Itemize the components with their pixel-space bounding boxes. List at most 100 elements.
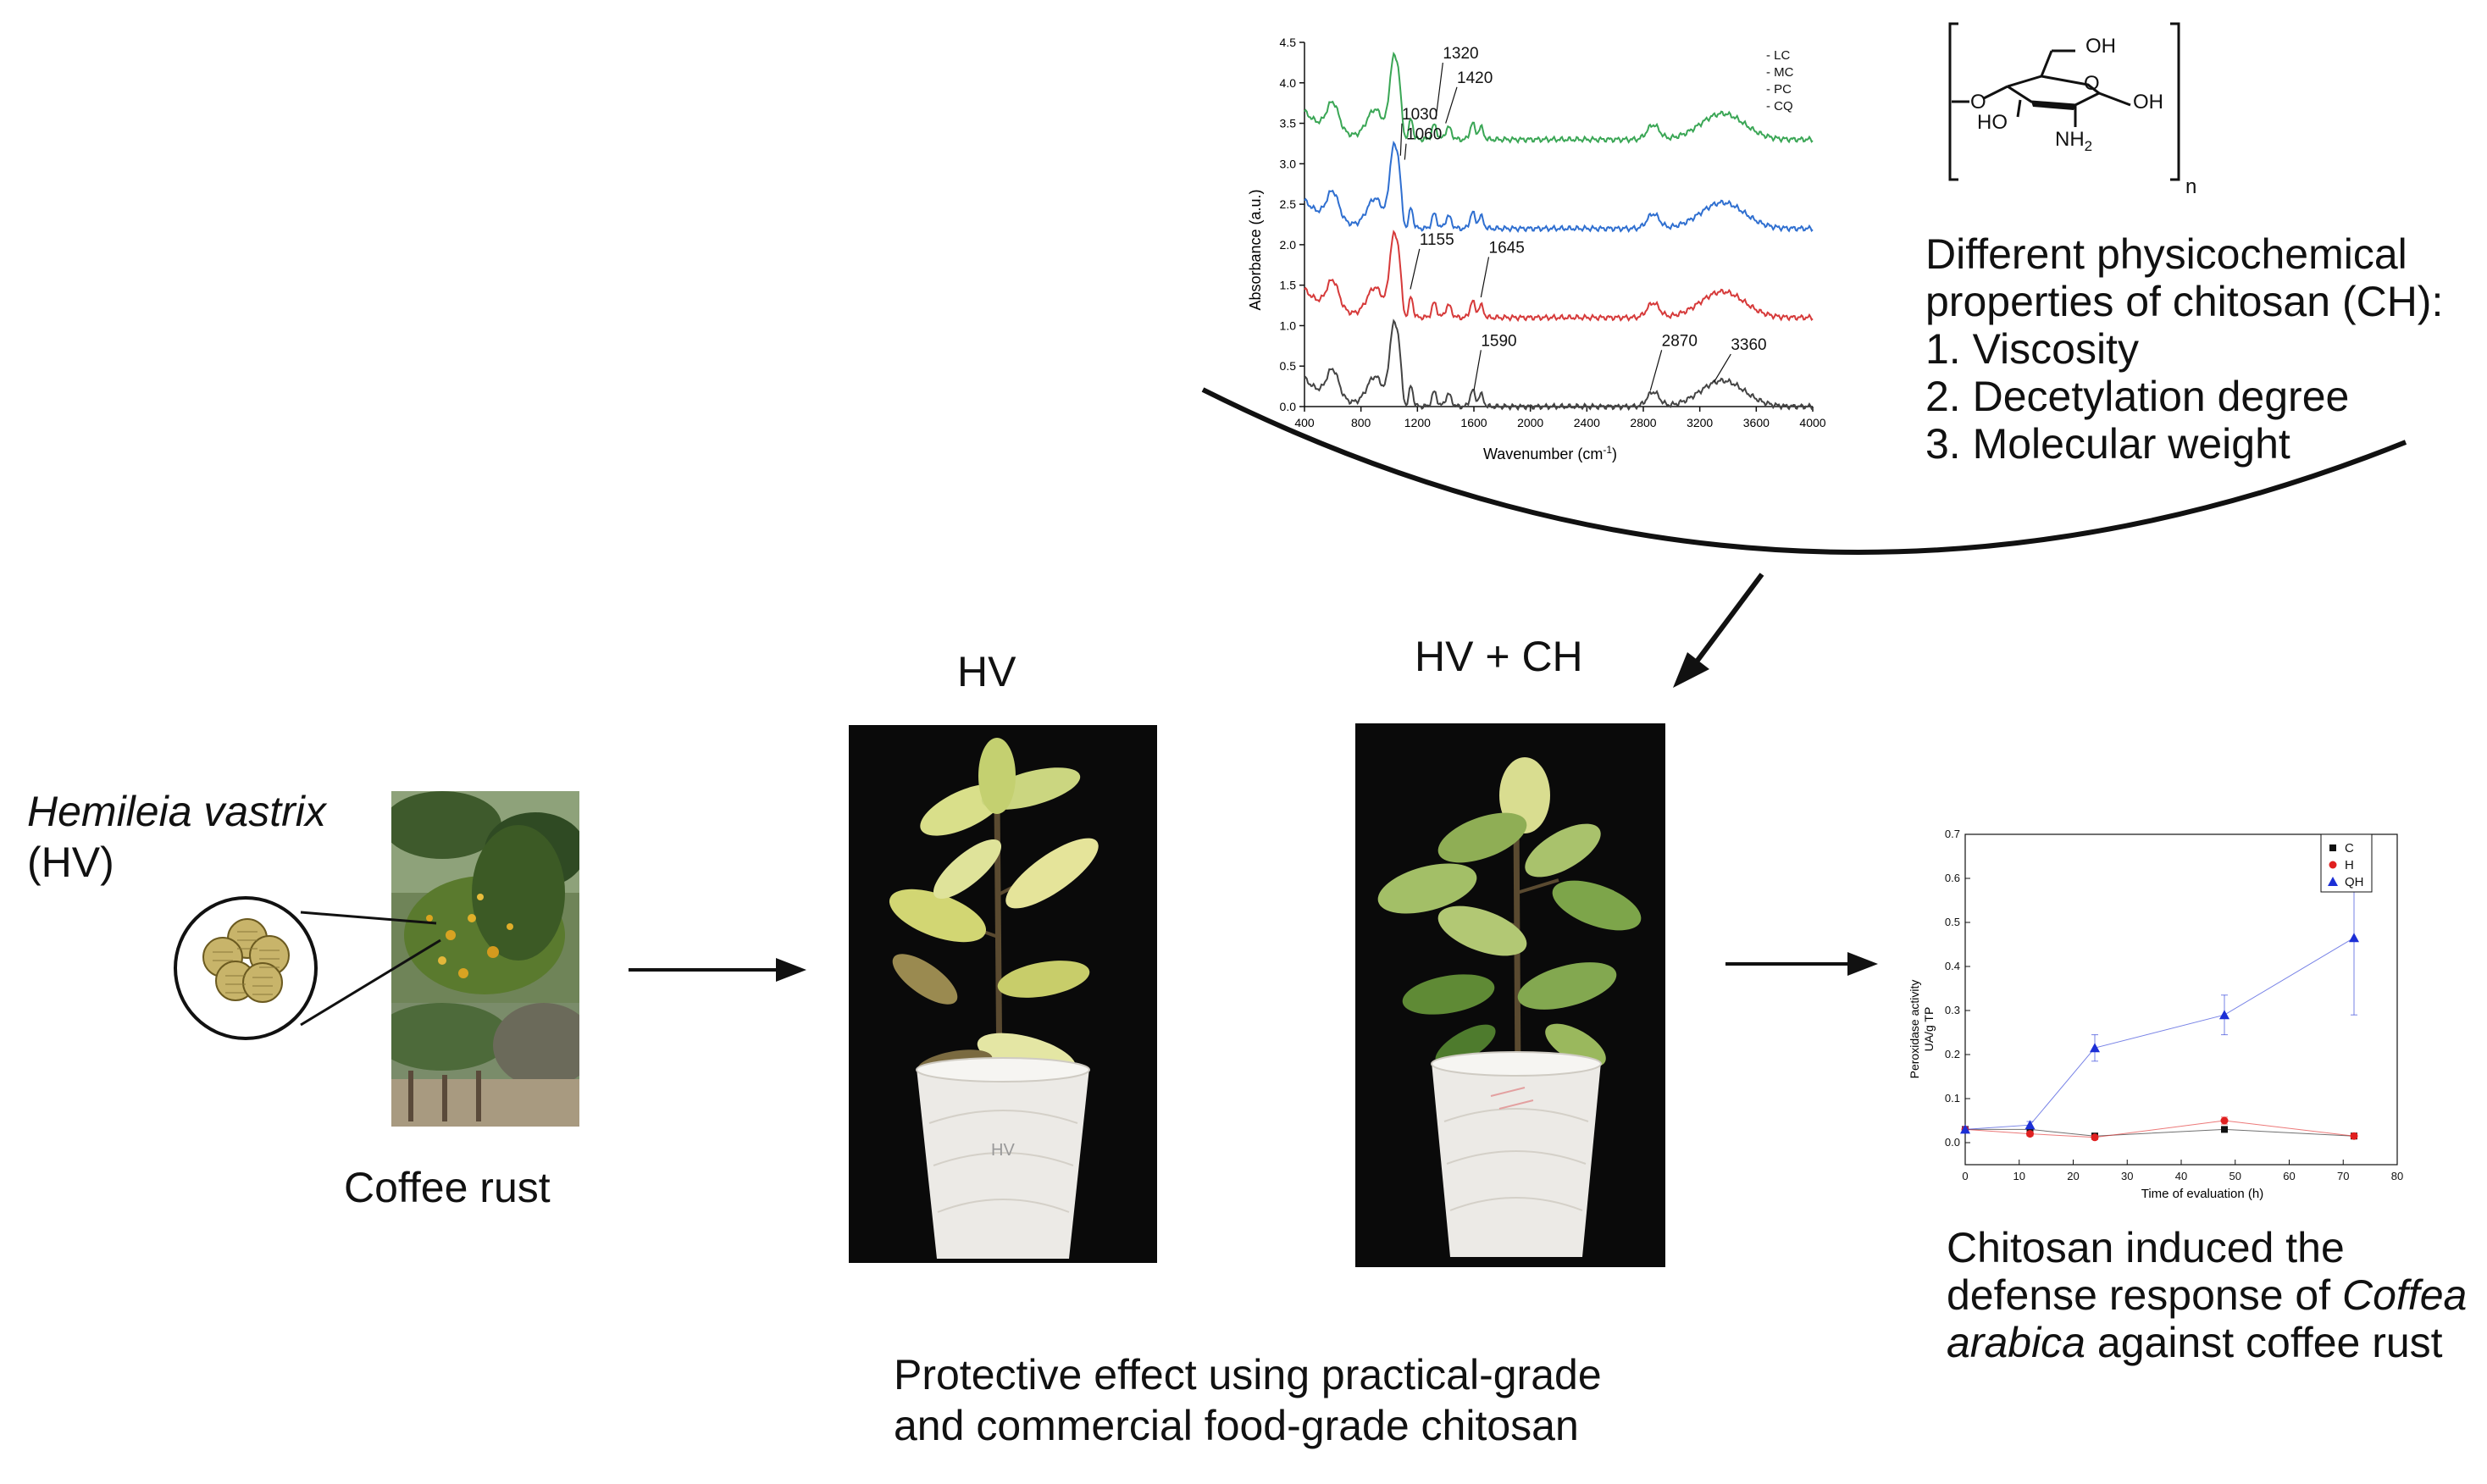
ftir-x-tick-label: 4000 [1799, 416, 1825, 429]
property-item-viscosity: 1. Viscosity [1925, 325, 2139, 373]
coffee-rust-caption: Coffee rust [344, 1164, 551, 1211]
pox-x-tick-label: 30 [2121, 1170, 2133, 1182]
pox-line-qh [1964, 937, 2355, 1130]
pox-point-qh [2349, 933, 2359, 943]
pox-y-tick-label: 0.2 [1945, 1048, 1960, 1060]
ftir-peak-leader [1473, 350, 1482, 390]
ftir-peak-label: 1030 [1402, 106, 1437, 124]
pox-point-h [2220, 1116, 2229, 1125]
ftir-peak-leader [1445, 86, 1458, 124]
ftir-peak-leader [1404, 143, 1407, 160]
hv-plant-label: HV [957, 648, 1016, 695]
pox-point-c [2026, 1126, 2034, 1133]
ftir-y-tick-label: 4.0 [1280, 76, 1297, 90]
ftir-y-tick-label: 3.5 [1280, 117, 1297, 130]
pox-y-tick-label: 0.5 [1945, 916, 1960, 928]
ftir-series-mc [1304, 141, 1814, 234]
protective-caption-line2: and commercial food-grade chitosan [894, 1402, 1579, 1449]
pox-y-tick-label: 0.6 [1945, 872, 1960, 884]
pox-y-axis-label-line2: UA/g TP [1922, 1007, 1936, 1052]
ftir-peak-leader [1399, 123, 1403, 156]
pox-legend-marker [2328, 877, 2338, 886]
pox-series-c [1962, 1126, 2357, 1140]
ftir-peak-label: 1320 [1443, 45, 1478, 63]
pox-point-c [2221, 1126, 2228, 1133]
ftir-x-tick-label: 2800 [1630, 416, 1656, 429]
pox-series-h [1961, 1116, 2358, 1142]
pox-legend-label-qh: QH [2345, 875, 2364, 889]
pox-legend-label-h: H [2345, 858, 2354, 872]
defense-caption-line1: Chitosan induced the [1947, 1224, 2345, 1271]
ftir-peak-label: 1060 [1406, 126, 1442, 144]
pox-line-c [1965, 1128, 2355, 1137]
ch2oh-label: OH [2085, 35, 2116, 58]
ftir-x-tick-label: 2000 [1517, 416, 1543, 429]
pox-y-tick-label: 0.7 [1945, 828, 1960, 840]
pox-x-axis-label: Time of evaluation (h) [2141, 1187, 2264, 1201]
pox-x-tick-label: 40 [2175, 1170, 2187, 1182]
pox-x-tick-label: 80 [2391, 1170, 2403, 1182]
ftir-series-lc [1304, 51, 1814, 144]
ftir-y-tick-label: 2.5 [1280, 197, 1297, 211]
ftir-x-tick-label: 3600 [1743, 416, 1770, 429]
arrow-right-icon [629, 958, 806, 982]
ftir-peak-leader [1649, 350, 1663, 391]
pox-y-tick-label: 0.4 [1945, 960, 1960, 972]
ftir-legend-cq: - CQ [1766, 99, 1793, 114]
cup-label: HV [991, 1141, 1015, 1160]
pox-point-h [2350, 1132, 2358, 1140]
defense-caption-line3: arabica against coffee rust [1947, 1319, 2443, 1366]
ftir-y-tick-label: 1.5 [1280, 279, 1297, 292]
grouping-curve [1201, 387, 2407, 688]
ftir-x-tick-label: 400 [1294, 416, 1315, 429]
ring-oxygen-label: O [2084, 72, 2100, 95]
repeat-subscript-n: n [2185, 175, 2196, 198]
ftir-x-axis-label: Wavenumber (cm-1) [1483, 444, 1617, 462]
ftir-peak-label: 1645 [1489, 239, 1525, 257]
ftir-x-tick-label: 3200 [1687, 416, 1713, 429]
ftir-peak-label: 2870 [1662, 332, 1698, 350]
ftir-peak-leader [1713, 353, 1731, 383]
ftir-series-pc [1304, 230, 1814, 323]
defense-caption-line2: defense response of Coffea [1947, 1271, 2468, 1319]
ftir-y-tick-label: 4.5 [1280, 36, 1297, 49]
protective-caption-line1: Protective effect using practical-grade [894, 1351, 1602, 1398]
ftir-x-tick-label: 800 [1351, 416, 1371, 429]
defense-response-caption: Chitosan induced the defense response of… [1947, 1224, 2467, 1366]
peroxidase-activity-chart: 0.0 0.1 0.2 0.3 0.4 0.5 0.6 0.7 0 10 20 30 40 50 60 70 8… [1908, 828, 2403, 1201]
pox-y-tick-label: 0.1 [1945, 1092, 1960, 1105]
arrow-down-left-icon [1673, 573, 1764, 688]
chitosan-properties-list: Different physicochemical properties of … [1925, 230, 2443, 468]
pox-point-h [2026, 1130, 2034, 1138]
pox-legend-marker [2329, 861, 2337, 869]
pox-x-tick-label: 20 [2067, 1170, 2079, 1182]
ftir-peak-label: 1590 [1481, 332, 1516, 350]
pox-x-tick-label: 60 [2283, 1170, 2295, 1182]
pox-y-tick-label: 0.0 [1945, 1136, 1960, 1149]
ftir-y-tick-label: 1.0 [1280, 318, 1297, 332]
property-item-molecular-weight: 3. Molecular weight [1925, 420, 2290, 468]
pox-point-qh [2090, 1043, 2100, 1053]
ftir-x-tick-label: 2400 [1574, 416, 1600, 429]
spore-magnifier [174, 896, 441, 1040]
hvch-plant-label: HV + CH [1415, 633, 1583, 680]
pox-y-axis-label-line1: Peroxidase activity [1908, 980, 1921, 1079]
anomeric-oh-label: OH [2133, 91, 2163, 114]
pathogen-abbreviation: (HV) [27, 839, 114, 886]
ftir-y-tick-label: 2.0 [1280, 238, 1297, 252]
coffee-leaf-rust-photo [391, 791, 579, 1127]
c3-oh-label: HO [1977, 111, 2008, 134]
ftir-peak-label: 3360 [1731, 336, 1766, 354]
ftir-y-tick-label: 0.0 [1280, 400, 1297, 413]
pox-legend-marker [2329, 844, 2336, 851]
yellowing-coffee-plant-photo: HV [849, 725, 1157, 1263]
ftir-spectra-chart: 0.0 0.5 1.0 1.5 2.0 2.5 3.0 3.5 4.0 4.5 400 800 1200… [1247, 36, 1826, 462]
arrow-right-icon [1725, 952, 1878, 976]
ftir-legend-mc: - MC [1766, 65, 1794, 80]
protective-effect-caption: Protective effect using practical-grade … [894, 1351, 1602, 1449]
ftir-x-tick-label: 1600 [1460, 416, 1487, 429]
pox-series-qh [1960, 860, 2359, 1134]
healthy-coffee-plant-photo [1355, 723, 1665, 1267]
pox-x-tick-label: 50 [2229, 1170, 2241, 1182]
pox-legend-label-c: C [2345, 841, 2354, 856]
